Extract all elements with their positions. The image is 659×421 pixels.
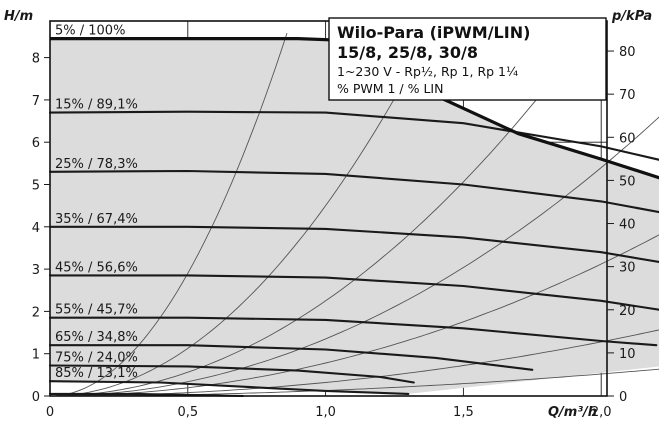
curve-label: 85% / 13,1%	[55, 366, 138, 381]
y2-tick-label: 40	[619, 218, 636, 233]
curve-label: 15% / 89,1%	[55, 98, 138, 113]
y2-tick-label: 70	[619, 88, 636, 103]
y-tick-label: 7	[32, 94, 40, 109]
y2-tick-label: 10	[619, 347, 636, 362]
system-curve	[49, 22, 437, 397]
y-axis-right: 0 10 20 30 40 50 60 70 80	[607, 45, 636, 405]
curve-label: 75% / 24,0%	[55, 351, 138, 366]
x-tick-label: 0	[46, 405, 54, 420]
y-tick-label: 4	[32, 221, 40, 236]
y-tick-label: 0	[32, 390, 40, 405]
system-curve	[50, 22, 597, 397]
pump-curves	[48, 110, 659, 398]
y2-tick-label: 80	[619, 45, 636, 60]
chart-title: Wilo-Para (iPWM/LIN)	[337, 23, 530, 42]
pump-curve	[48, 344, 534, 371]
y-tick-label: 3	[32, 263, 40, 278]
x-axis-label: Q/m³/h	[548, 405, 597, 420]
system-curve	[50, 368, 659, 397]
pump-curve	[48, 364, 415, 384]
x-tick-label: 0,5	[177, 405, 198, 420]
y-tick-label: 2	[32, 305, 40, 320]
curve-label: 55% / 45,7%	[55, 303, 138, 318]
x-tick-label: 1,0	[315, 405, 336, 420]
curve-labels: 5% / 100% 15% / 89,1% 25% / 78,3% 35% / 67,…	[55, 24, 138, 382]
y2-tick-label: 20	[619, 304, 636, 319]
info-line-control: % PWM 1 / % LIN	[337, 81, 443, 96]
curve-label: 25% / 78,3%	[55, 157, 138, 172]
x-tick-label: 2,0	[591, 405, 612, 420]
y2-tick-label: 50	[619, 174, 636, 189]
info-box-frame	[328, 17, 607, 101]
y2-tick-label: 60	[619, 131, 636, 146]
y2-tick-label: 30	[619, 261, 636, 276]
y-tick-label: 1	[32, 348, 40, 363]
system-curve	[49, 32, 288, 397]
curve-label: 65% / 34,8%	[55, 330, 138, 345]
pump-curve	[48, 316, 658, 347]
pump-curve	[48, 169, 659, 214]
y-axis-left: 0 1 2 3 4 5 6 7 8	[32, 52, 50, 405]
curve-label: 5% / 100%	[55, 24, 125, 39]
y2-tick-label: 0	[619, 390, 627, 405]
y2-axis-label: p/kPa	[611, 9, 652, 24]
pump-curve	[48, 225, 659, 263]
curve-label: 35% / 67,4%	[55, 212, 138, 227]
y-tick-label: 8	[32, 52, 40, 67]
max-curve	[50, 37, 659, 180]
y-tick-label: 5	[32, 179, 40, 194]
pump-curve	[48, 274, 659, 311]
y-axis-label: H/m	[4, 9, 33, 24]
system-curve	[50, 116, 659, 397]
pump-curve	[48, 110, 659, 161]
pump-curve	[48, 380, 410, 395]
y-tick-label: 6	[32, 136, 40, 151]
curve-label: 45% / 56,6%	[55, 260, 138, 275]
info-box: Wilo-Para (iPWM/LIN) 15/8, 25/8, 30/8 1~…	[328, 17, 607, 101]
info-line-voltage: 1~230 V - Rp½, Rp 1, Rp 1¼	[337, 64, 518, 79]
x-tick-label: 1,5	[453, 405, 474, 420]
x-axis: 00,51,01,52,02,53,03,5	[46, 405, 612, 420]
chart-subtitle: 15/8, 25/8, 30/8	[337, 43, 478, 62]
